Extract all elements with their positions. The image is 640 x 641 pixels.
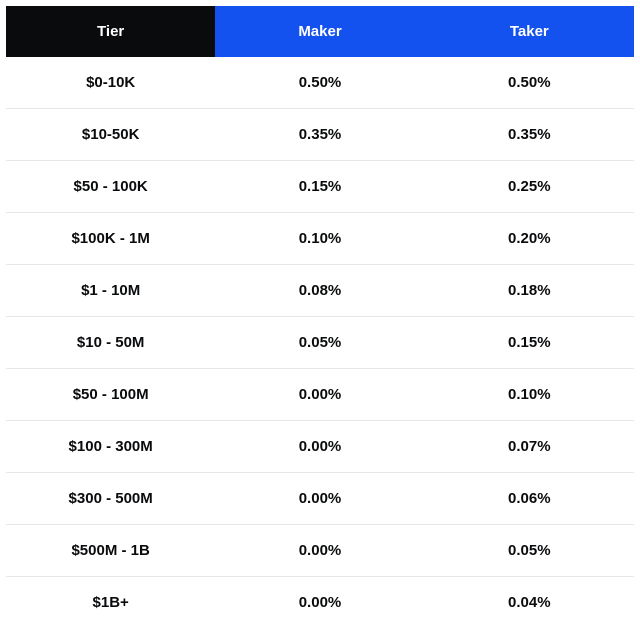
tier-cell: $100K - 1M [6,213,215,265]
table-header-row: Tier Maker Taker [6,6,634,57]
taker-cell: 0.50% [425,57,634,109]
table-row: $10 - 50M 0.05% 0.15% [6,317,634,369]
maker-cell: 0.00% [215,421,424,473]
maker-cell: 0.50% [215,57,424,109]
taker-cell: 0.25% [425,161,634,213]
table-row: $1B+ 0.00% 0.04% [6,577,634,629]
table-row: $50 - 100K 0.15% 0.25% [6,161,634,213]
taker-cell: 0.15% [425,317,634,369]
tier-cell: $1B+ [6,577,215,629]
fee-tier-table: Tier Maker Taker $0-10K 0.50% 0.50% $10-… [6,6,634,628]
taker-cell: 0.05% [425,525,634,577]
taker-column-header: Taker [425,6,634,57]
tier-cell: $50 - 100K [6,161,215,213]
tier-column-header: Tier [6,6,215,57]
maker-cell: 0.00% [215,369,424,421]
table-row: $50 - 100M 0.00% 0.10% [6,369,634,421]
tier-cell: $50 - 100M [6,369,215,421]
maker-cell: 0.35% [215,109,424,161]
tier-cell: $0-10K [6,57,215,109]
maker-cell: 0.10% [215,213,424,265]
taker-cell: 0.20% [425,213,634,265]
tier-cell: $10 - 50M [6,317,215,369]
taker-cell: 0.35% [425,109,634,161]
tier-cell: $500M - 1B [6,525,215,577]
taker-cell: 0.07% [425,421,634,473]
maker-cell: 0.00% [215,577,424,629]
table-row: $10-50K 0.35% 0.35% [6,109,634,161]
maker-column-header: Maker [215,6,424,57]
tier-cell: $100 - 300M [6,421,215,473]
maker-cell: 0.08% [215,265,424,317]
maker-cell: 0.15% [215,161,424,213]
tier-cell: $300 - 500M [6,473,215,525]
table-row: $100K - 1M 0.10% 0.20% [6,213,634,265]
taker-cell: 0.10% [425,369,634,421]
maker-cell: 0.00% [215,473,424,525]
tier-cell: $1 - 10M [6,265,215,317]
table-row: $500M - 1B 0.00% 0.05% [6,525,634,577]
tier-cell: $10-50K [6,109,215,161]
maker-cell: 0.05% [215,317,424,369]
table-row: $300 - 500M 0.00% 0.06% [6,473,634,525]
taker-cell: 0.04% [425,577,634,629]
taker-cell: 0.18% [425,265,634,317]
table-row: $100 - 300M 0.00% 0.07% [6,421,634,473]
maker-cell: 0.00% [215,525,424,577]
taker-cell: 0.06% [425,473,634,525]
table-row: $0-10K 0.50% 0.50% [6,57,634,109]
table-row: $1 - 10M 0.08% 0.18% [6,265,634,317]
